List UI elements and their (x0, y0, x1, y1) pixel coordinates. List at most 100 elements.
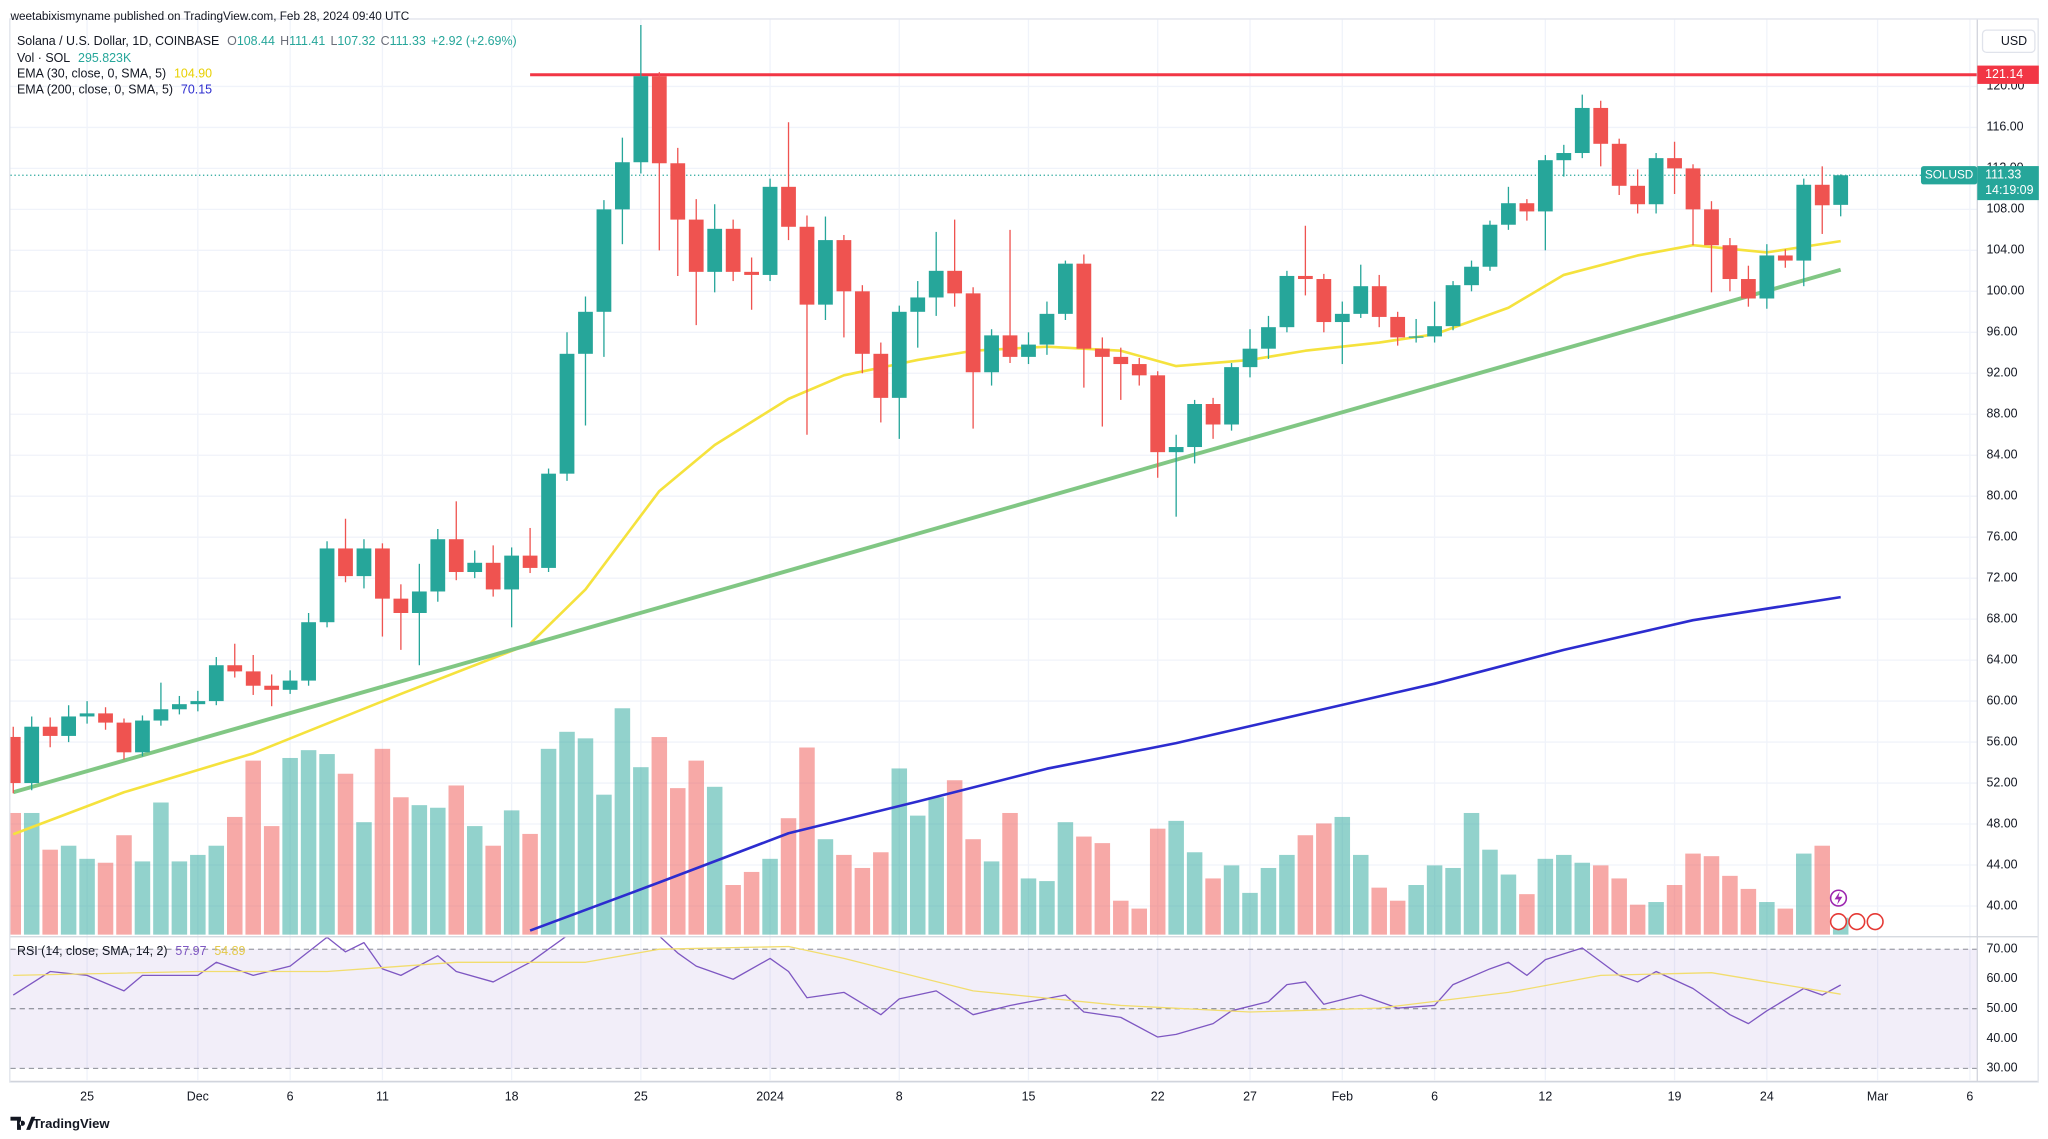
volume-bar (300, 750, 317, 935)
x-tick-label: 19 (1668, 1089, 1682, 1103)
brand: TradingView (33, 1116, 111, 1131)
candle-body (1611, 143, 1627, 186)
candle-body (1648, 158, 1664, 205)
candle-body (504, 555, 520, 590)
candle-body (116, 722, 132, 753)
volume-bar (1334, 816, 1351, 935)
volume-bar (1814, 845, 1830, 935)
candle-body (1039, 313, 1055, 345)
event-flag[interactable] (1866, 913, 1884, 931)
volume-bar (1722, 875, 1738, 935)
candle-body (633, 76, 649, 163)
volume-bar (1260, 867, 1277, 935)
volume-bar (448, 785, 465, 935)
volume-bar (23, 812, 40, 935)
candle-body (1002, 335, 1018, 357)
event-flag[interactable] (1848, 913, 1866, 931)
candle-body (596, 209, 612, 312)
countdown: 14:19:09 (1985, 183, 2033, 197)
volume-bar (891, 768, 908, 935)
candle-body (615, 162, 630, 210)
y-axis-title[interactable]: USD (2001, 34, 2027, 48)
volume-bar (1500, 874, 1517, 935)
volume-bar (356, 822, 372, 935)
y-tick-label: 92.00 (1986, 366, 2017, 380)
price-label: 121.14 (1985, 67, 2023, 81)
candle-body (984, 335, 999, 373)
volume-bar (1574, 862, 1591, 935)
volume-bar (1426, 865, 1443, 935)
candle-body (1058, 263, 1073, 314)
volume-bar (909, 815, 926, 935)
publisher: weetabixismyname published on TradingVie… (9, 10, 409, 23)
last-price-name-box (1920, 166, 1978, 185)
legend-value: 104.90 (174, 67, 212, 81)
volume-bar (836, 854, 852, 935)
volume-bar (1592, 865, 1609, 935)
volume-bar (633, 767, 649, 935)
axis-layer: 40.00 44.00 48.00 52.00 56.00 60.00 64.00 68.00… (80, 65, 2039, 1103)
candle-body (1261, 327, 1276, 349)
candle-body (24, 726, 40, 784)
volume-bar (1094, 843, 1111, 935)
change: +2.92 (+2.69%) (431, 34, 517, 48)
volume-bar (1039, 881, 1055, 935)
volume-bar (245, 760, 261, 935)
candle-body (1796, 184, 1812, 261)
volume-bar (1648, 902, 1664, 935)
candle-body (688, 219, 704, 272)
candle-body (153, 709, 169, 721)
x-tick-label: 6 (1431, 1089, 1438, 1103)
y-tick-label: 88.00 (1986, 407, 2017, 421)
last-price-label: 111.33 (1985, 168, 2021, 182)
volume-bar (651, 737, 668, 935)
candle-body (1537, 160, 1553, 212)
volume-bar (1482, 849, 1498, 935)
rsi-tick-label: 30.00 (1986, 1061, 2017, 1075)
event-flag[interactable] (1829, 913, 1848, 931)
y-tick-label: 80.00 (1986, 488, 2017, 502)
x-tick-label: 6 (1966, 1089, 1973, 1103)
volume-bar (725, 885, 741, 935)
candle-body (1224, 367, 1239, 425)
candle-body (282, 680, 298, 690)
candle-body (1021, 344, 1036, 357)
candle-body (836, 240, 852, 292)
candle-body (725, 228, 741, 272)
ohlc-prefix: O (227, 34, 237, 48)
legend-name: EMA (200, close, 0, SMA, 5) (17, 83, 173, 97)
candle-body (1519, 203, 1535, 212)
candle-body (42, 726, 58, 736)
currency-box[interactable] (1981, 29, 2036, 54)
candle-body (965, 293, 981, 373)
volume-bar (227, 816, 243, 935)
volume-bar (485, 845, 501, 935)
x-tick-label: 2024 (756, 1089, 784, 1103)
volume-bar (928, 797, 944, 935)
y-tick-label: 108.00 (1986, 202, 2024, 216)
candle-body (578, 311, 593, 354)
candle-body (1704, 209, 1719, 246)
volume-bar (153, 802, 169, 935)
volume-bar (1556, 854, 1572, 935)
volume-bar (282, 757, 298, 935)
volume-bar (1703, 856, 1720, 935)
volume-bar (983, 861, 1000, 935)
volume-bar (1685, 853, 1701, 935)
candle-body (1667, 158, 1682, 169)
candle-body (301, 622, 316, 681)
volume-bar (522, 833, 538, 935)
candle-body (522, 555, 538, 568)
volume-bar (1371, 887, 1387, 935)
chart-title: Solana / U.S. Dollar, 1D, COINBASE (17, 34, 219, 48)
brand-logo (10, 1116, 36, 1130)
rsi-tick-label: 60.00 (1986, 971, 2017, 985)
legend-volume: Vol · SOL 295.823K (17, 51, 132, 65)
ohlc-value: 111.33 (390, 34, 426, 48)
candle-body (356, 548, 372, 577)
legend-name: Vol · SOL (17, 51, 70, 65)
candle-body (1630, 185, 1646, 205)
y-tick-label: 56.00 (1986, 734, 2017, 748)
candle-body (375, 548, 390, 599)
candle-body (559, 353, 575, 474)
